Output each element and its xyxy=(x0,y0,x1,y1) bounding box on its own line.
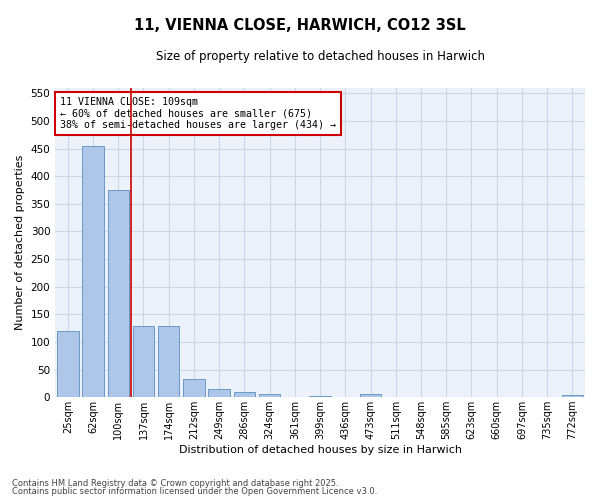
Bar xyxy=(183,379,205,397)
Bar xyxy=(562,395,583,397)
Bar xyxy=(57,331,79,397)
Y-axis label: Number of detached properties: Number of detached properties xyxy=(15,155,25,330)
Bar xyxy=(158,326,179,397)
Text: Contains public sector information licensed under the Open Government Licence v3: Contains public sector information licen… xyxy=(12,487,377,496)
Bar xyxy=(259,394,280,397)
Bar xyxy=(208,389,230,397)
Bar xyxy=(107,190,129,397)
Text: Contains HM Land Registry data © Crown copyright and database right 2025.: Contains HM Land Registry data © Crown c… xyxy=(12,478,338,488)
Title: Size of property relative to detached houses in Harwich: Size of property relative to detached ho… xyxy=(155,50,485,63)
Bar xyxy=(310,396,331,397)
Text: 11 VIENNA CLOSE: 109sqm
← 60% of detached houses are smaller (675)
38% of semi-d: 11 VIENNA CLOSE: 109sqm ← 60% of detache… xyxy=(61,97,337,130)
Text: 11, VIENNA CLOSE, HARWICH, CO12 3SL: 11, VIENNA CLOSE, HARWICH, CO12 3SL xyxy=(134,18,466,32)
Bar xyxy=(82,146,104,397)
Bar xyxy=(233,392,255,397)
X-axis label: Distribution of detached houses by size in Harwich: Distribution of detached houses by size … xyxy=(179,445,461,455)
Bar xyxy=(360,394,381,397)
Bar xyxy=(133,326,154,397)
